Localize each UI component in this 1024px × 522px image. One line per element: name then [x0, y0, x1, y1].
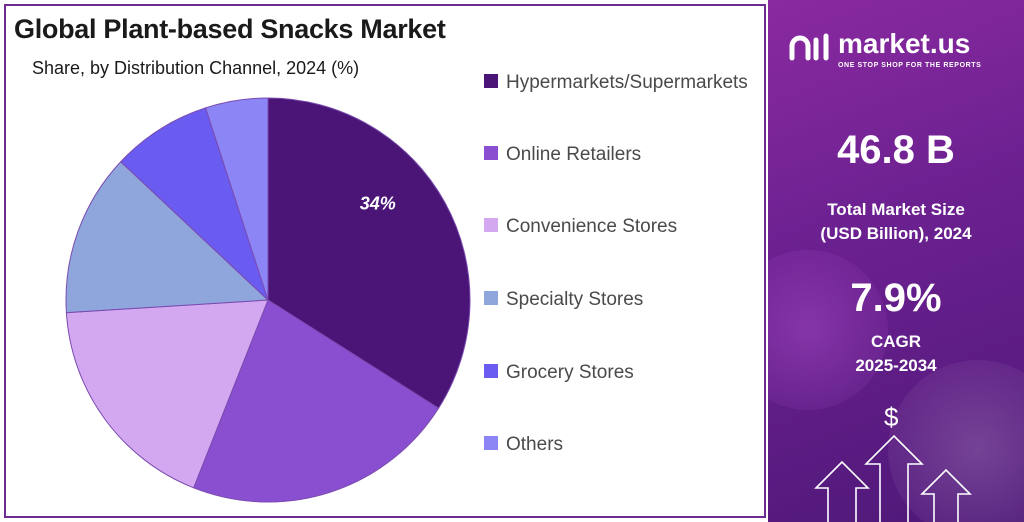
legend-swatch [484, 74, 498, 88]
pie-data-label: 34% [360, 194, 396, 214]
logo-text: market.us [838, 28, 971, 59]
pie-slice-hypermarkets-supermarkets [267, 97, 471, 409]
pie-slice-specialty-stores [65, 161, 270, 314]
legend-swatch [484, 436, 498, 450]
growth-arrows-icon [814, 434, 972, 522]
legend-swatch [484, 146, 498, 160]
pie-slice-grocery-stores [120, 107, 269, 301]
pie-chart: 34% [65, 97, 471, 503]
market-size-value: 46.8 B [837, 128, 955, 172]
pie-slice-others [204, 97, 269, 301]
logo-tagline: ONE STOP SHOP FOR THE REPORTS [838, 62, 982, 69]
legend-label: Online Retailers [506, 144, 642, 165]
legend-swatch [484, 291, 498, 305]
market-size-label-line2: (USD Billion), 2024 [820, 224, 972, 243]
legend-label: Grocery Stores [506, 362, 634, 383]
chart-subtitle: Share, by Distribution Channel, 2024 (%) [32, 58, 360, 78]
market-size-label-line1: Total Market Size [827, 200, 965, 219]
brand-logo: market.us ONE STOP SHOP FOR THE REPORTS [788, 28, 1008, 69]
legend-label: Convenience Stores [506, 216, 678, 237]
cagr-label-line2: 2025-2034 [855, 356, 937, 375]
legend-label: Others [506, 434, 564, 455]
legend-swatch [484, 218, 498, 232]
cagr-label-line1: CAGR [870, 332, 922, 351]
cagr-value: 7.9% [850, 276, 942, 320]
chart-title: Global Plant-based Snacks Market [14, 14, 446, 44]
dollar-icon: $ [884, 402, 899, 432]
legend-label: Hypermarkets/Supermarkets [506, 72, 748, 93]
market-us-logo-icon [789, 33, 829, 61]
summary-panel: market.us ONE STOP SHOP FOR THE REPORTS … [768, 0, 1024, 522]
pie-slice-online-retailers [192, 299, 440, 503]
pie-slice-convenience-stores [65, 299, 269, 489]
legend-label: Specialty Stores [506, 289, 644, 310]
legend-swatch [484, 364, 498, 378]
